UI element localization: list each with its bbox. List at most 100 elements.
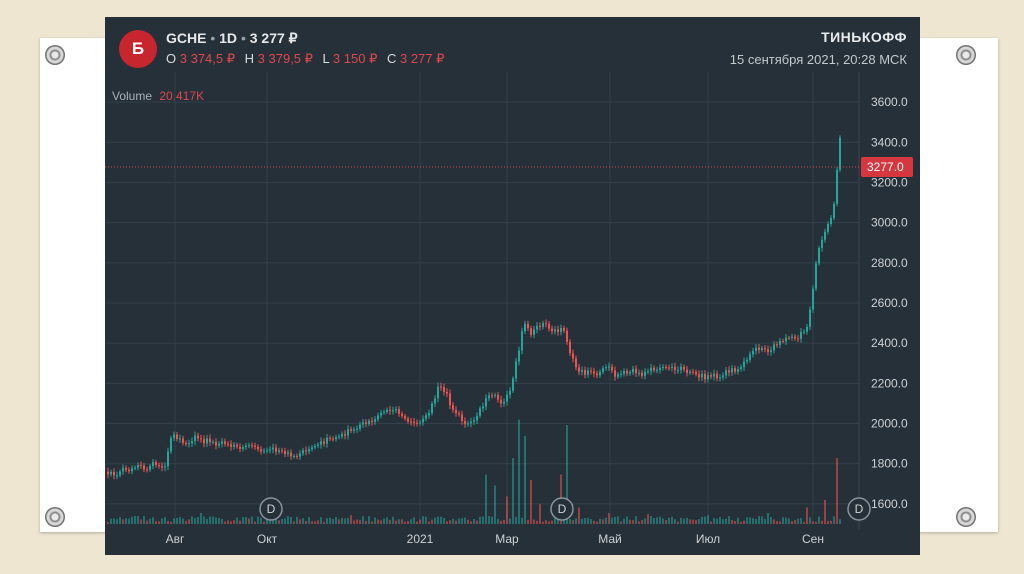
volume-bar [656, 517, 658, 524]
volume-bar [248, 518, 250, 524]
candle-body [341, 434, 343, 437]
candle-body [311, 447, 313, 450]
volume-bar [512, 458, 514, 524]
y-tick-label: 3600.0 [871, 95, 908, 109]
volume-bar [494, 485, 496, 524]
volume-bar [167, 520, 169, 524]
volume-bar [200, 513, 202, 524]
volume-bar [665, 519, 667, 524]
separator-dot: • [240, 30, 246, 46]
volume-bar [701, 516, 703, 524]
candle-body [749, 354, 751, 360]
candle-body [353, 429, 355, 431]
candle-body [116, 475, 118, 477]
volume-bar [284, 518, 286, 524]
candle-body [827, 223, 829, 232]
candle-body [119, 471, 121, 476]
volume-bar [692, 519, 694, 524]
candle-body [761, 348, 763, 350]
volume-bar [113, 518, 115, 524]
volume-bar [548, 521, 550, 524]
dividend-marker-icon [259, 497, 283, 521]
volume-bar [653, 518, 655, 524]
ticker-symbol[interactable]: GCHE [166, 30, 207, 46]
candle-body [839, 137, 841, 170]
volume-bar [611, 517, 613, 524]
candle-body [455, 409, 457, 414]
candle-body [479, 408, 481, 416]
candle-body [293, 455, 295, 457]
close-label: C [386, 51, 397, 66]
volume-bar [407, 521, 409, 524]
volume-bar [308, 517, 310, 524]
candle-body [563, 327, 565, 331]
candle-body [251, 445, 253, 447]
candle-body [278, 450, 280, 452]
volume-bar [311, 521, 313, 524]
x-tick-label: Окт [257, 532, 278, 546]
volume-bar [743, 520, 745, 524]
candle-body [185, 442, 187, 445]
candle-body [485, 398, 487, 407]
last-price: 3 277 ₽ [249, 30, 298, 46]
candle-body [500, 399, 502, 404]
volume-bar [287, 516, 289, 524]
candle-body [554, 329, 556, 332]
dividend-marker-text: D [267, 502, 276, 516]
broker-logo: Б [119, 30, 157, 68]
candle-body [557, 329, 559, 332]
volume-bar [185, 520, 187, 524]
volume-indicator: Volume 20.417K [112, 89, 204, 103]
volume-bar [245, 517, 247, 524]
volume-bar [398, 519, 400, 524]
volume-bar [272, 519, 274, 524]
volume-bar [242, 517, 244, 524]
candle-body [308, 449, 310, 452]
candle-body [242, 447, 244, 449]
candle-body [566, 330, 568, 342]
price-chart[interactable]: 3600.0 3400.0 3200.0 3000.0 2800.0 2600.0 2400… [105, 17, 920, 555]
candle-body [182, 438, 184, 443]
candle-body [158, 465, 160, 467]
candle-body [644, 371, 646, 376]
candle-body [665, 367, 667, 369]
volume-bar [350, 515, 352, 524]
volume-bar [134, 516, 136, 524]
candle-body [734, 368, 736, 372]
volume-bar [218, 518, 220, 524]
candle-body [302, 450, 304, 454]
candle-body [422, 418, 424, 423]
candle-body [323, 441, 325, 444]
candle-body [284, 450, 286, 455]
candle-body [143, 465, 145, 470]
volume-bar [713, 518, 715, 524]
volume-bar [419, 519, 421, 524]
candle-body [794, 336, 796, 339]
candle-body [686, 369, 688, 373]
candle-body [332, 438, 334, 440]
volume-bar [809, 517, 811, 524]
volume-bar [488, 516, 490, 524]
candle-body [248, 445, 250, 447]
candle-body [326, 437, 328, 444]
timestamp: 15 сентября 2021, 20:28 МСК [729, 52, 907, 67]
y-tick-label: 2000.0 [871, 417, 908, 431]
candle-body [362, 422, 364, 425]
candle-body [383, 411, 385, 413]
candle-body [800, 331, 802, 339]
candle-body [392, 410, 394, 412]
volume-bar [434, 517, 436, 524]
candle-body [611, 366, 613, 371]
volume-bar [440, 516, 442, 524]
volume-bar [788, 518, 790, 524]
volume-bar [662, 518, 664, 524]
volume-bar [824, 499, 826, 524]
dividend-marker-text: D [558, 502, 567, 516]
interval-label[interactable]: 1D [219, 30, 238, 46]
volume-bar [251, 516, 253, 524]
volume-bar [587, 517, 589, 524]
volume-bar [734, 521, 736, 524]
volume-bar [830, 520, 832, 524]
volume-bar [164, 517, 166, 524]
candle-body [707, 375, 709, 380]
